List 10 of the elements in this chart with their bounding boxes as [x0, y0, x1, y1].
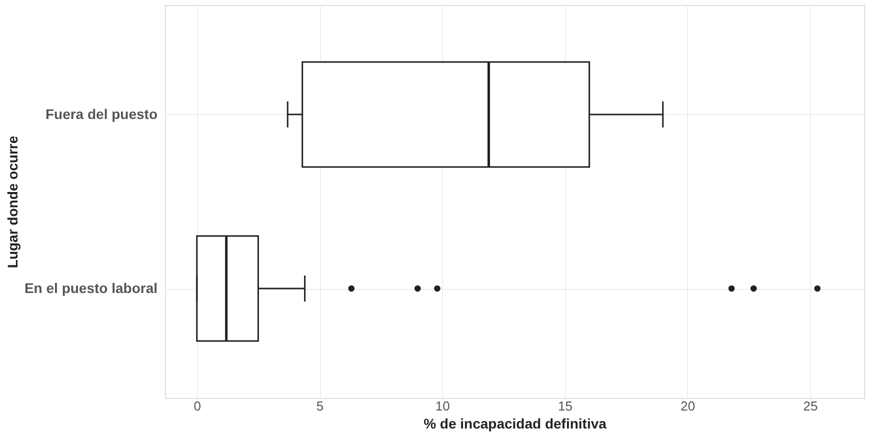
- x-axis-title: % de incapacidad definitiva: [424, 416, 607, 432]
- x-tick-label: 20: [680, 398, 696, 414]
- y-tick-label: En el puesto laboral: [24, 280, 158, 296]
- y-axis-title: Lugar donde ocurre: [4, 136, 20, 268]
- x-tick-label: 15: [558, 398, 573, 414]
- x-tick-label: 10: [435, 398, 450, 414]
- x-tick-label: 0: [194, 398, 201, 414]
- y-tick-label: Fuera del puesto: [45, 106, 158, 122]
- x-tick-label: 5: [316, 398, 324, 414]
- x-tick-label: 25: [803, 398, 818, 414]
